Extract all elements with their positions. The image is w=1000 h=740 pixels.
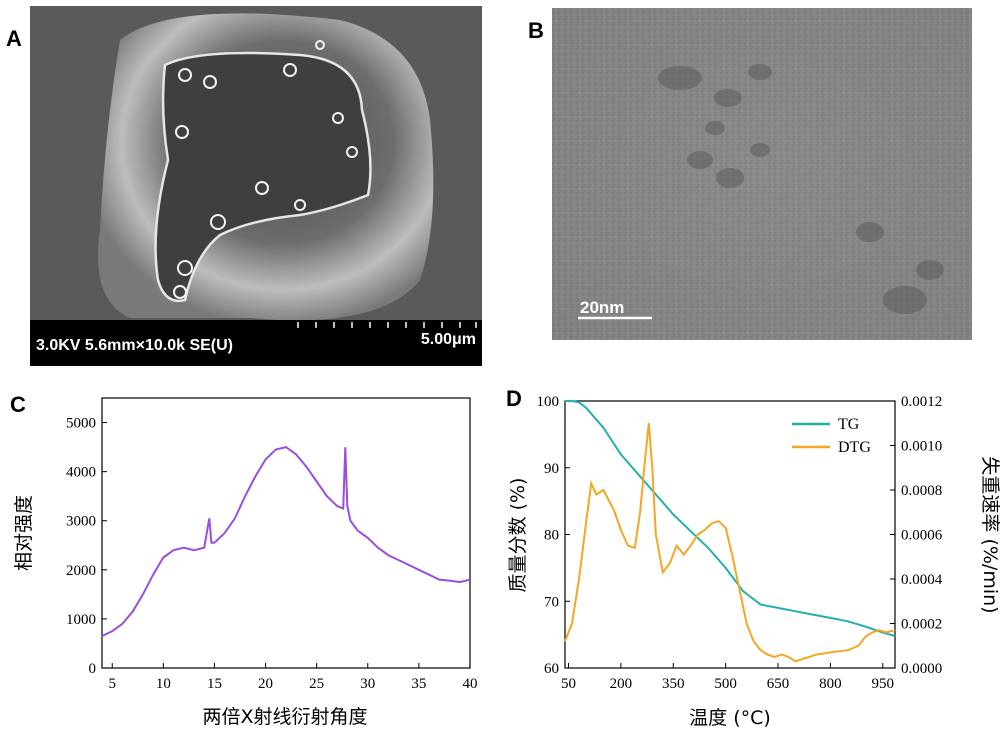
tg-x-tick-label: 200 <box>610 676 633 692</box>
sem-scale-label: 5.00μm <box>421 331 476 348</box>
tg-x-tick-label: 50 <box>561 676 576 692</box>
xrd-y-tick-label: 3000 <box>66 514 96 530</box>
tg-right-axis-title: 失重速率 (%/min) <box>979 456 1000 613</box>
tg-x-tick-label: 950 <box>872 676 895 692</box>
xrd-x-tick-label: 35 <box>411 676 426 692</box>
tg-left-tick-label: 70 <box>544 594 559 610</box>
tg-right-tick-label: 0.0006 <box>901 528 943 544</box>
xrd-y-axis-title: 相对强度 <box>13 495 35 571</box>
xrd-y-tick-label: 1000 <box>66 612 96 628</box>
sem-image-panel: 3.0KV 5.6mm×10.0k SE(U) 5.00μm <box>30 6 482 366</box>
tg-x-tick-label: 650 <box>767 676 790 692</box>
xrd-y-tick-label: 0 <box>89 661 97 677</box>
tg-right-tick-label: 0.0004 <box>901 572 943 588</box>
tg-left-tick-label: 90 <box>544 461 559 477</box>
xrd-chart: 5 10 15 20 25 30 35 40 0 1000 2000 3000 4000 5000 两倍X… <box>13 398 478 728</box>
tg-left-axis-title: 质量分数 (%) <box>507 478 529 593</box>
tg-x-tick-label: 800 <box>819 676 842 692</box>
xrd-x-tick-label: 5 <box>108 676 116 692</box>
tg-dtg-chart: 50 200 350 500 650 800 950 60 70 80 90 100 0.0000 0.0… <box>507 394 1000 729</box>
xrd-series-line <box>102 447 470 636</box>
xrd-y-tick-label: 5000 <box>66 416 96 432</box>
tg-right-tick-label: 0.0008 <box>901 483 942 499</box>
tg-x-tick-label: 500 <box>714 676 737 692</box>
xrd-plot-frame <box>102 398 470 668</box>
xrd-y-tick-label: 4000 <box>66 465 96 481</box>
tg-x-tick-label: 350 <box>662 676 685 692</box>
xrd-x-tick-label: 15 <box>207 676 222 692</box>
tem-scale-label: 20nm <box>580 298 624 317</box>
xrd-x-axis-title: 两倍X射线衍射角度 <box>202 706 367 728</box>
sem-info-text: 3.0KV 5.6mm×10.0k SE(U) <box>36 337 233 354</box>
xrd-x-tick-label: 40 <box>463 676 478 692</box>
tem-image-panel: 20nm <box>552 8 972 340</box>
xrd-x-tick-label: 10 <box>156 676 171 692</box>
tg-right-tick-label: 0.0002 <box>901 617 942 633</box>
tg-x-axis-title: 温度 (°C) <box>689 707 771 729</box>
xrd-x-tick-label: 20 <box>258 676 273 692</box>
dtg-series-line <box>565 423 895 661</box>
tg-series-line <box>565 401 895 636</box>
tg-right-tick-label: 0.0012 <box>901 394 942 410</box>
tg-left-tick-label: 80 <box>544 528 559 544</box>
tg-right-tick-label: 0.0010 <box>901 439 942 455</box>
tg-left-tick-label: 60 <box>544 661 559 677</box>
legend-tg-label: TG <box>838 416 860 433</box>
tg-left-tick-label: 100 <box>537 394 560 410</box>
legend-dtg-label: DTG <box>838 439 871 456</box>
xrd-x-tick-label: 25 <box>309 676 324 692</box>
tg-legend: TG DTG <box>792 416 871 456</box>
xrd-y-tick-label: 2000 <box>66 563 96 579</box>
tg-right-tick-label: 0.0000 <box>901 661 942 677</box>
xrd-x-tick-label: 30 <box>360 676 375 692</box>
